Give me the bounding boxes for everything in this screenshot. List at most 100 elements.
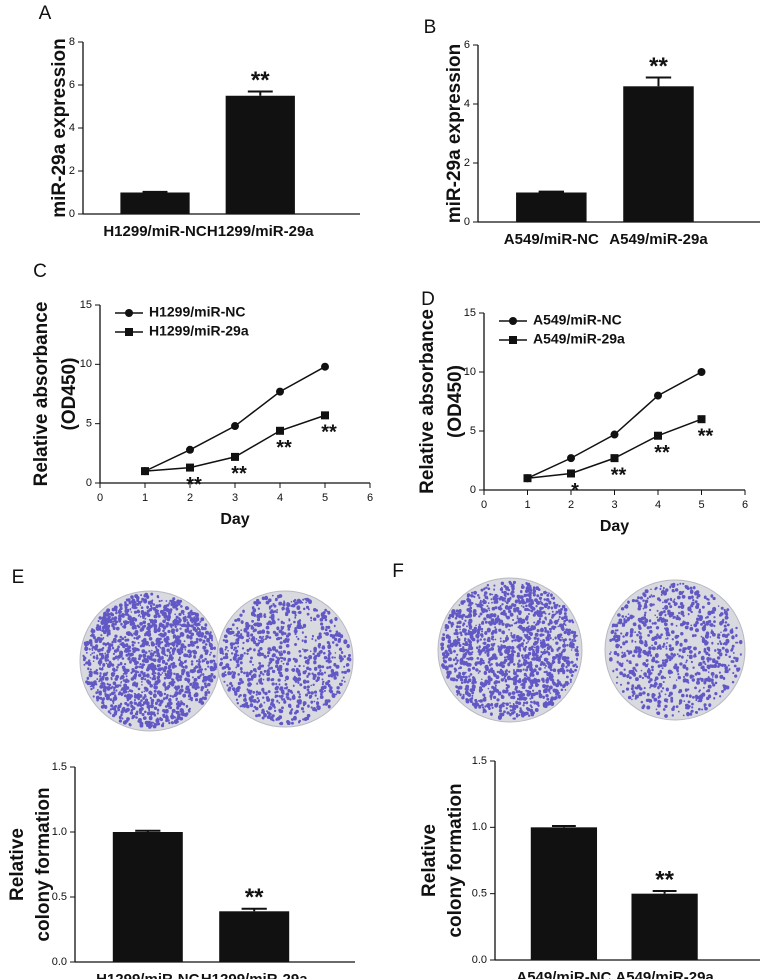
y-tick-label: 5 (86, 418, 92, 430)
panel-label: A (39, 3, 52, 24)
legend-marker (509, 336, 517, 344)
y-tick-label: 5 (470, 425, 476, 437)
y-tick-label: 0.0 (52, 956, 67, 968)
category-label: H1299/miR-NC (96, 971, 200, 979)
y-axis-label: (OD450) (445, 365, 466, 438)
y-tick-label: 0.5 (52, 891, 67, 903)
category-label: A549/miR-29a (615, 969, 714, 979)
y-axis-label: colony formation (445, 783, 466, 937)
colonies (219, 594, 352, 726)
panel-label: D (421, 289, 435, 310)
significance: ** (245, 884, 264, 911)
x-tick-label: 6 (742, 499, 748, 511)
y-axis-label: Relative absorbance (31, 302, 52, 487)
significance: ** (649, 53, 668, 80)
significance: ** (186, 474, 202, 496)
category-label: H1299/miR-NC (103, 223, 207, 240)
y-tick-label: 1.0 (472, 821, 487, 833)
y-tick-label: 0.0 (472, 954, 487, 966)
y-tick-label: 1.5 (472, 755, 487, 767)
x-tick-label: 3 (232, 492, 238, 504)
marker (321, 411, 329, 420)
significance: ** (251, 67, 270, 94)
panel-label: E (12, 567, 25, 588)
marker (654, 431, 662, 440)
x-tick-label: 1 (142, 492, 148, 504)
x-axis-label: Day (600, 518, 629, 535)
marker (141, 467, 149, 476)
y-tick-label: 0 (464, 216, 470, 228)
y-tick-label: 15 (464, 307, 476, 319)
legend-label: A549/miR-29a (533, 331, 625, 347)
y-tick-label: 2 (69, 165, 75, 177)
x-tick-label: 4 (277, 492, 283, 504)
y-tick-label: 0.5 (472, 888, 487, 900)
significance: ** (654, 442, 670, 464)
marker (276, 426, 284, 435)
y-tick-label: 10 (80, 358, 92, 370)
y-tick-label: 1.5 (52, 761, 67, 773)
y-axis-label: Relative absorbance (417, 309, 438, 494)
y-tick-label: 2 (464, 157, 470, 169)
colonies (440, 580, 580, 720)
x-tick-label: 5 (698, 499, 704, 511)
x-tick-label: 6 (367, 492, 373, 504)
y-axis-label: Relative (419, 824, 440, 897)
significance: ** (321, 422, 337, 444)
y-axis-label: miR-29a expression (49, 38, 70, 218)
bar (516, 192, 587, 222)
marker (567, 454, 575, 463)
category-label: A549/miR-29a (609, 231, 708, 248)
significance: ** (231, 463, 247, 485)
y-tick-label: 4 (464, 98, 470, 110)
legend-label: A549/miR-NC (533, 312, 622, 328)
line (527, 371, 702, 479)
x-tick-label: 0 (481, 499, 487, 511)
marker (186, 463, 194, 472)
y-tick-label: 15 (80, 299, 92, 311)
colonies (82, 592, 219, 729)
panel-label: B (424, 17, 437, 38)
y-tick-label: 0 (470, 484, 476, 496)
x-axis-label: Day (220, 511, 249, 528)
significance: ** (655, 866, 674, 893)
bar (631, 893, 698, 960)
marker (697, 415, 706, 424)
legend-marker (125, 328, 133, 336)
y-axis-label: Relative (7, 828, 28, 901)
legend-label: H1299/miR-29a (149, 323, 249, 339)
bar (112, 832, 183, 962)
x-tick-label: 2 (187, 492, 193, 504)
colony-plates (79, 577, 746, 732)
bar (120, 192, 190, 214)
marker (610, 454, 619, 463)
legend-marker (125, 309, 133, 317)
y-axis-label: (OD450) (59, 358, 80, 431)
significance: ** (611, 464, 627, 486)
x-tick-label: 1 (524, 499, 530, 511)
significance: ** (276, 437, 292, 459)
panel-label: C (33, 261, 47, 282)
x-tick-label: 2 (568, 499, 574, 511)
category-label: A549/miR-NC (516, 969, 611, 979)
x-tick-label: 5 (322, 492, 328, 504)
y-tick-label: 6 (464, 39, 470, 51)
y-axis-label: colony formation (33, 787, 54, 941)
y-tick-label: 6 (69, 79, 75, 91)
y-tick-label: 8 (69, 36, 75, 48)
category-label: H1299/miR-29a (201, 971, 308, 979)
y-tick-label: 10 (464, 366, 476, 378)
legend-label: H1299/miR-NC (149, 304, 245, 320)
y-tick-label: 4 (69, 122, 75, 134)
category-label: A549/miR-NC (504, 231, 599, 248)
x-tick-label: 4 (655, 499, 661, 511)
marker (321, 362, 329, 371)
bar (623, 86, 694, 222)
x-tick-label: 0 (97, 492, 103, 504)
y-axis-label: miR-29a expression (444, 44, 465, 224)
legend-marker (509, 317, 517, 325)
marker (523, 474, 532, 483)
marker (697, 368, 706, 376)
marker (654, 391, 662, 400)
